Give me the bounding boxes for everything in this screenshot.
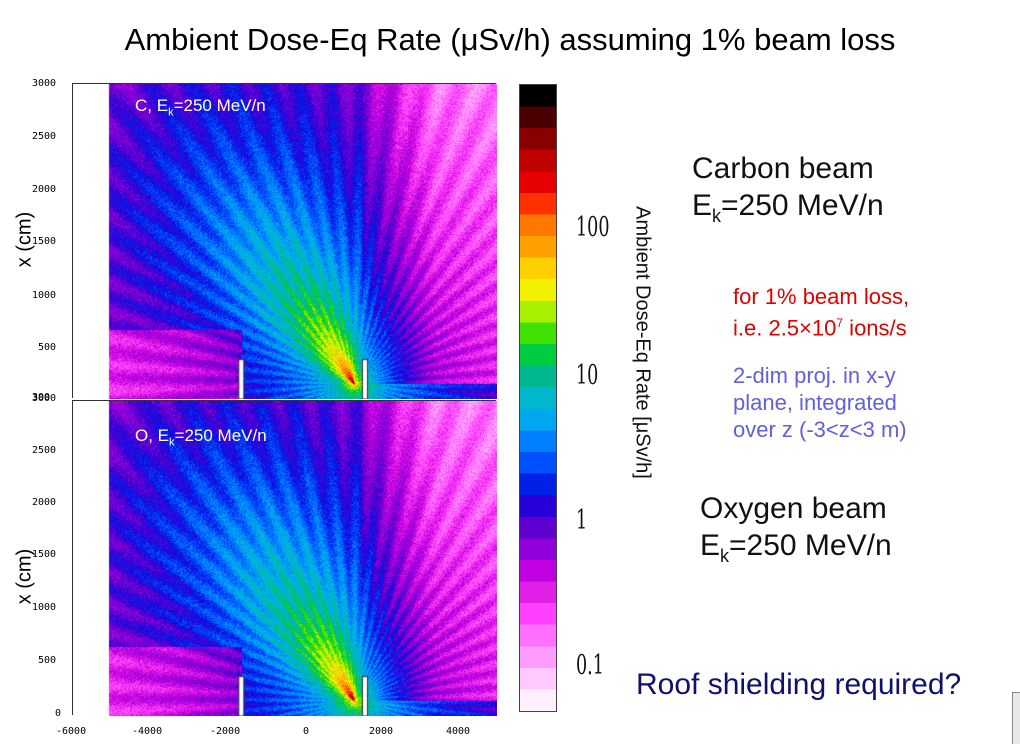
x-tick-label: 4000 bbox=[446, 726, 471, 737]
colorbar bbox=[519, 84, 557, 712]
colorbar-tick-label: 10 bbox=[576, 360, 599, 391]
heatmap-panel-carbon bbox=[72, 83, 497, 399]
panel-label-carbon: C, Ek=250 MeV/n bbox=[135, 96, 266, 119]
page-title: Ambient Dose-Eq Rate (μSv/h) assuming 1%… bbox=[124, 22, 896, 57]
colorbar-gradient bbox=[520, 85, 556, 711]
heatmap-panel-oxygen bbox=[72, 400, 497, 716]
heatmap-canvas-carbon bbox=[73, 84, 497, 399]
x-tick-label: -4000 bbox=[132, 726, 163, 737]
corner-window-fragment bbox=[1012, 692, 1020, 744]
colorbar-tick-label: 0.1 bbox=[576, 650, 604, 681]
y-tick-label: 1000 bbox=[32, 602, 57, 613]
y-tick-label: 300 bbox=[32, 392, 51, 403]
x-tick-label: -2000 bbox=[210, 726, 241, 737]
projection-note: 2-dim proj. in x-y plane, integrated ove… bbox=[733, 363, 907, 442]
y-tick-label: 3000 bbox=[32, 78, 57, 89]
beam-loss-note: for 1% beam loss, i.e. 2.5×107 ions/s bbox=[733, 284, 910, 341]
y-tick-label: 500 bbox=[38, 342, 57, 353]
y-tick-label: 2000 bbox=[32, 497, 57, 508]
x-tick-label: 2000 bbox=[369, 726, 394, 737]
colorbar-tick-label: 100 bbox=[576, 212, 610, 243]
panel-label-oxygen: O, Ek=250 MeV/n bbox=[135, 426, 267, 449]
carbon-beam-heading: Carbon beam Ek=250 MeV/n bbox=[692, 152, 884, 226]
y-tick-label: 0 bbox=[55, 708, 62, 719]
x-tick-label: -6000 bbox=[56, 726, 87, 737]
heatmap-canvas-oxygen bbox=[73, 401, 497, 716]
y-tick-label: 2500 bbox=[32, 131, 57, 142]
x-tick-label: 0 bbox=[303, 726, 310, 737]
roof-shielding-question: Roof shielding required? bbox=[636, 668, 962, 701]
y-tick-label: 1000 bbox=[32, 290, 57, 301]
y-tick-label: 2000 bbox=[32, 184, 57, 195]
oxygen-beam-heading: Oxygen beam Ek=250 MeV/n bbox=[700, 492, 892, 566]
y-tick-label: 1500 bbox=[32, 549, 57, 560]
y-tick-label: 3000 bbox=[32, 393, 57, 404]
y-tick-label: 2500 bbox=[32, 445, 57, 456]
y-tick-label: 500 bbox=[38, 655, 57, 666]
colorbar-tick-label: 1 bbox=[576, 505, 588, 536]
y-tick-label: 1500 bbox=[32, 236, 57, 247]
